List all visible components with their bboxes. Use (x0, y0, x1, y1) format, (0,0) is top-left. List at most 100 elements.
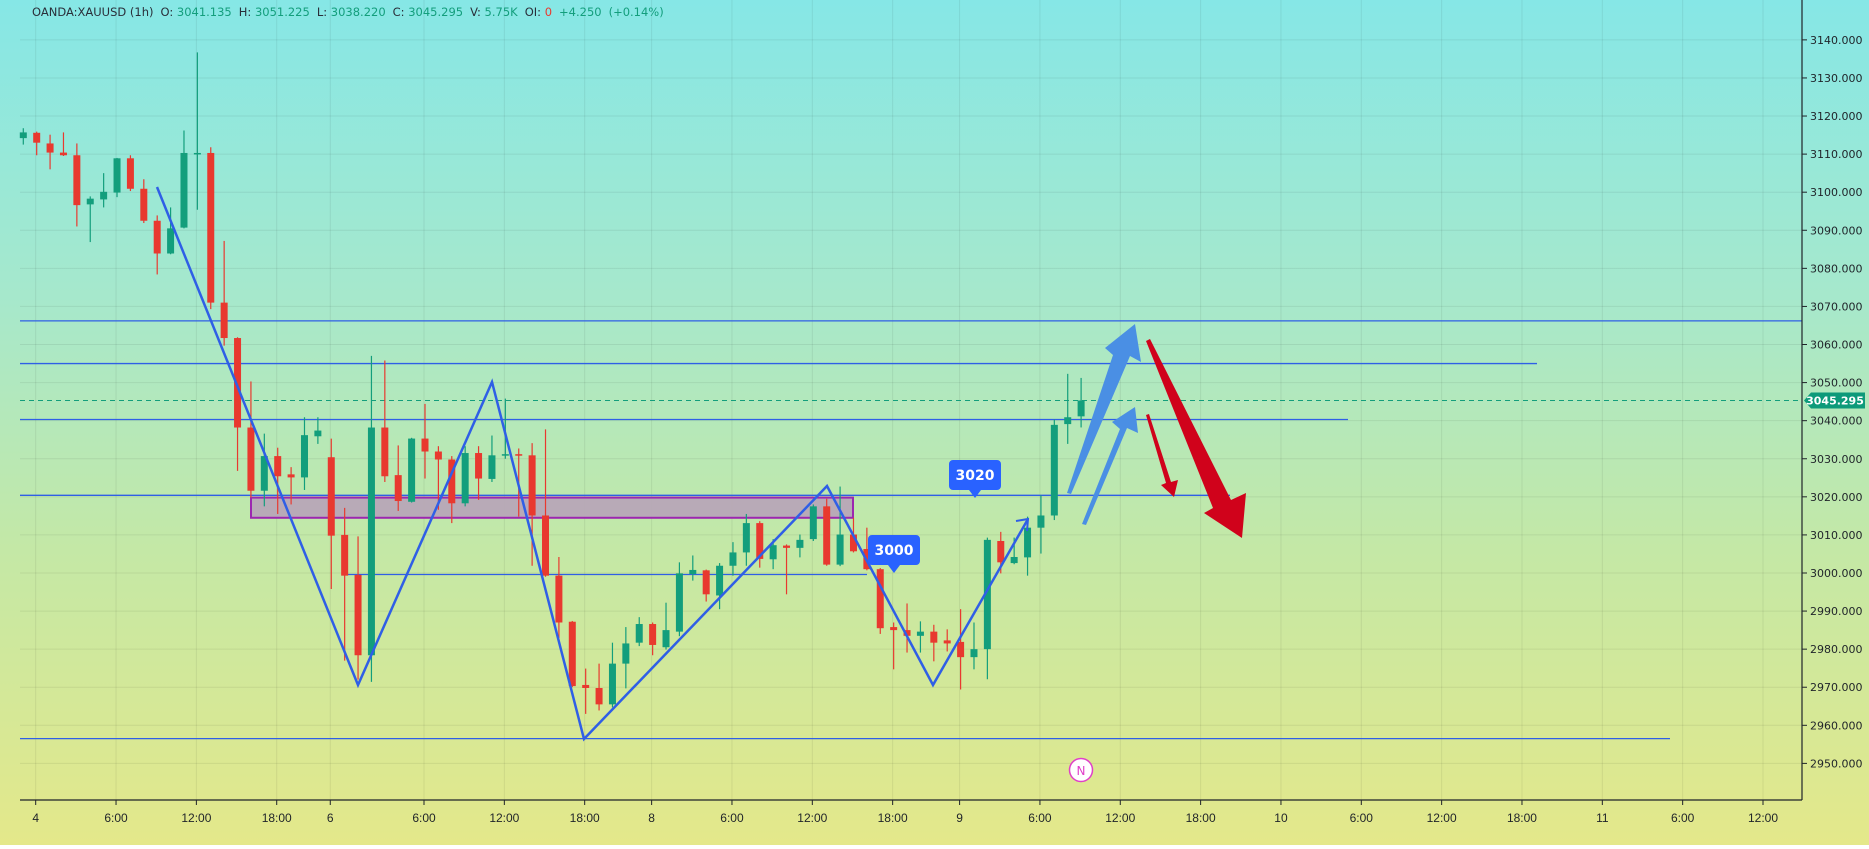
change-percent: (+0.14%) (608, 5, 664, 19)
candle-bearish (756, 521, 764, 568)
candle-bearish (46, 134, 54, 170)
candle-bullish (180, 130, 188, 229)
news-marker[interactable]: N (1068, 757, 1094, 783)
symbol-info-bar: OANDA:XAUUSD (1h) O: 3041.135 H: 3051.22… (32, 5, 664, 19)
volume-value: 5.75K (484, 5, 518, 19)
candle-body (608, 663, 616, 705)
low-value: 3038.220 (330, 5, 386, 19)
candle-body (341, 534, 349, 576)
candle-bullish (716, 563, 724, 610)
symbol-name[interactable]: OANDA:XAUUSD (1h) (32, 5, 154, 19)
open-label: O: (160, 5, 174, 19)
candle-bullish (193, 52, 201, 210)
candle-body (555, 575, 563, 623)
change-value: +4.250 (559, 5, 602, 19)
price-axis[interactable]: 3140.000 3130.000 3120.000 3110.000 3100.000… (1802, 34, 1863, 771)
candle-bullish (367, 355, 375, 682)
candle-body (126, 158, 134, 189)
candle-body (287, 474, 295, 478)
horizontal-levels[interactable] (20, 320, 1802, 740)
candle-body (167, 228, 175, 254)
time-tick-label: 6:00 (1028, 811, 1052, 825)
candle-body (300, 435, 308, 478)
price-tick-label: 3140.000 (1810, 34, 1863, 47)
candle-bearish (568, 620, 576, 688)
price-tick-label: 2960.000 (1810, 719, 1863, 732)
candle-body (274, 456, 282, 477)
candle-bullish (501, 398, 509, 459)
candle-body (742, 523, 750, 553)
candle-body (890, 627, 898, 631)
candle-body (568, 621, 576, 687)
candle-body (983, 539, 991, 650)
time-axis[interactable]: 4 6:00 12:00 18:00 6 6:00 12:00 18:00 8 6:00 12:00… (32, 800, 1778, 825)
price-tick-label: 3000.000 (1810, 567, 1863, 580)
last-price-badge: 3045.295 (1804, 392, 1865, 409)
candle-bearish (126, 155, 134, 192)
price-tick-label: 3030.000 (1810, 453, 1863, 466)
candle-bullish (19, 128, 27, 145)
candle-body (86, 198, 94, 205)
candle-body (434, 451, 442, 460)
candle-body (46, 143, 54, 153)
price-tick-label: 3060.000 (1810, 339, 1863, 352)
candle-body (849, 534, 857, 552)
candle-body (809, 506, 817, 540)
time-tick-label: 12:00 (797, 811, 827, 825)
candle-bearish (234, 337, 242, 471)
time-tick-label: 6:00 (1671, 811, 1695, 825)
candle-bearish (33, 131, 41, 156)
candle-body (73, 155, 81, 206)
candle-body (876, 569, 884, 629)
time-tick-label: 18:00 (1186, 811, 1216, 825)
time-tick-label: 12:00 (1105, 811, 1135, 825)
candle-body (756, 523, 764, 559)
zigzag-pattern-line[interactable] (155, 186, 1030, 742)
candle-body (649, 624, 657, 645)
candle-body (113, 158, 121, 193)
candle-bearish (220, 240, 228, 346)
candle-body (1050, 424, 1058, 516)
candle-bullish (769, 539, 777, 570)
red-down-arrow-large[interactable] (1146, 339, 1246, 538)
candle-bullish (622, 627, 630, 689)
candle-bullish (113, 157, 121, 198)
candle-body (19, 132, 27, 139)
candle-bearish (354, 536, 362, 680)
candle-body (662, 630, 670, 648)
price-tick-label: 2990.000 (1810, 605, 1863, 618)
time-tick-label: 9 (956, 811, 963, 825)
callout-3020[interactable]: 3020 (949, 460, 1001, 498)
candle-bearish (247, 381, 255, 498)
price-tick-label: 3020.000 (1810, 491, 1863, 504)
price-tick-label: 3040.000 (1810, 415, 1863, 428)
time-tick-label: 11 (1596, 811, 1609, 825)
candle-body (542, 515, 550, 576)
candle-bearish (381, 360, 389, 482)
blue-up-arrow-small[interactable] (1082, 407, 1138, 525)
candle-body (140, 188, 148, 221)
callout-3000[interactable]: 3000 (868, 535, 920, 573)
candle-body (381, 427, 389, 477)
time-tick-label: 18:00 (262, 811, 292, 825)
red-down-arrow-small[interactable] (1146, 414, 1178, 497)
blue-up-arrow-large[interactable] (1067, 324, 1141, 494)
candle-bearish (595, 663, 603, 711)
candle-bearish (59, 132, 67, 157)
price-tick-label: 3050.000 (1810, 377, 1863, 390)
price-tick-label: 3070.000 (1810, 300, 1863, 313)
candle-body (488, 455, 496, 479)
high-value: 3051.225 (254, 5, 310, 19)
candle-bearish (448, 456, 456, 524)
candle-body (702, 570, 710, 595)
candle-bullish (796, 534, 804, 558)
candle-body (207, 152, 215, 303)
candle-bearish (434, 446, 442, 510)
supply-demand-zone[interactable] (250, 496, 854, 519)
candle-body (327, 457, 335, 536)
candle-bearish (475, 446, 483, 500)
candle-bullish (916, 621, 924, 653)
candle-body (314, 430, 322, 437)
candle-body (448, 459, 456, 504)
